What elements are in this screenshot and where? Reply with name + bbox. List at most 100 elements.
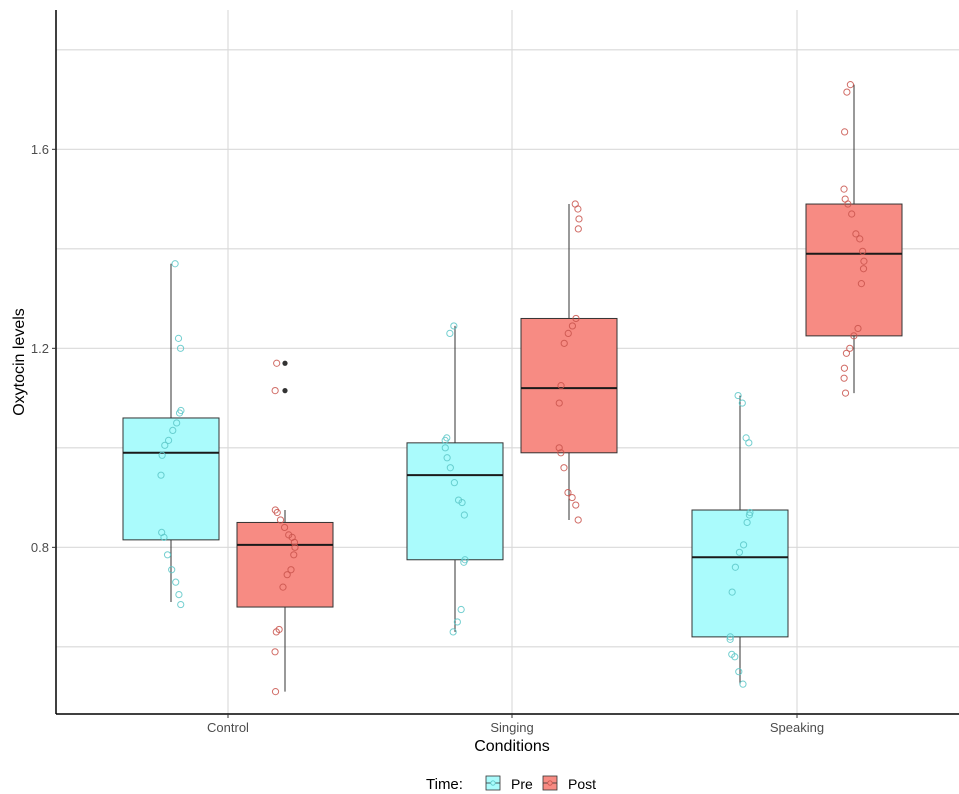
- data-point-pre: [161, 441, 169, 449]
- data-point-pre: [735, 548, 744, 556]
- x-axis-title: Conditions: [474, 738, 550, 755]
- legend-key-pre: [485, 775, 501, 791]
- data-point-post: [860, 257, 868, 265]
- box-post-speaking: [805, 84, 903, 394]
- outlier-point: [282, 360, 288, 366]
- data-point-pre: [450, 322, 458, 330]
- data-point-post: [273, 359, 281, 367]
- box-body: [406, 442, 504, 561]
- data-point-post: [840, 364, 849, 372]
- plot-background: [56, 10, 959, 714]
- data-point-post: [560, 464, 568, 472]
- data-point-post: [560, 339, 568, 347]
- data-point-pre: [739, 680, 747, 688]
- data-point-post: [280, 523, 289, 532]
- legend-title: Time:: [426, 776, 463, 793]
- data-point-post: [842, 349, 851, 357]
- axis-ticks: 0.8 1.2 1.6 Control Singing Speaking: [31, 142, 824, 735]
- data-point-post: [846, 344, 854, 352]
- data-point-pre: [726, 635, 734, 643]
- jitter-points: [157, 81, 868, 696]
- box-pre-singing: [406, 325, 504, 632]
- legend-label-pre: Pre: [511, 776, 533, 792]
- data-point-pre: [743, 518, 751, 527]
- data-point-post: [271, 688, 280, 696]
- data-point-pre: [177, 600, 185, 609]
- data-point-pre: [460, 511, 468, 519]
- data-point-post: [846, 81, 855, 89]
- data-point-post: [840, 185, 848, 193]
- data-point-post: [273, 508, 281, 517]
- data-point-pre: [163, 551, 172, 559]
- data-point-pre: [734, 391, 742, 400]
- data-point-post: [283, 571, 291, 579]
- data-point-pre: [731, 563, 739, 571]
- data-point-pre: [441, 444, 449, 452]
- data-point-pre: [169, 426, 177, 435]
- data-point-post: [840, 374, 848, 382]
- data-point-post: [572, 314, 580, 323]
- outlier-point: [282, 388, 288, 394]
- data-point-post: [572, 501, 580, 509]
- data-point-post: [290, 551, 298, 559]
- data-point-post: [271, 387, 279, 395]
- data-point-post: [574, 225, 582, 233]
- data-point-post: [568, 493, 576, 502]
- data-point-pre: [728, 588, 736, 596]
- data-point-pre: [738, 399, 746, 407]
- data-point-pre: [745, 511, 753, 519]
- data-point-pre: [174, 334, 183, 342]
- data-point-pre: [446, 329, 454, 337]
- data-point-pre: [745, 439, 753, 447]
- y-tick-label: 1.6: [31, 142, 49, 157]
- legend-label-post: Post: [568, 776, 596, 792]
- data-point-pre: [168, 566, 176, 574]
- box-body: [236, 521, 334, 608]
- data-point-pre: [446, 464, 454, 472]
- box-layer: [122, 84, 903, 692]
- data-point-post: [841, 389, 850, 397]
- data-point-post: [557, 449, 565, 457]
- data-point-post: [555, 399, 563, 407]
- box-pre-speaking: [691, 395, 789, 685]
- data-point-pre: [457, 605, 465, 614]
- data-point-post: [564, 329, 572, 337]
- data-point-post: [574, 516, 582, 524]
- data-point-pre: [160, 533, 168, 541]
- data-point-post: [859, 265, 868, 273]
- data-point-pre: [731, 653, 739, 661]
- x-tick-label: Singing: [490, 720, 533, 735]
- data-point-pre: [173, 419, 181, 427]
- box-post-control: [236, 360, 334, 692]
- grid-lines: [56, 10, 959, 714]
- data-point-post: [568, 322, 577, 330]
- data-point-post: [276, 516, 285, 524]
- data-point-post: [287, 566, 295, 574]
- data-point-post: [271, 648, 279, 656]
- data-point-pre: [443, 454, 451, 462]
- data-point-post: [290, 538, 299, 546]
- data-point-pre: [726, 633, 734, 641]
- x-tick-label: Speaking: [770, 720, 824, 735]
- data-point-pre: [175, 409, 184, 417]
- data-point-post: [850, 332, 858, 340]
- data-point-pre: [158, 451, 166, 459]
- data-point-post: [557, 382, 565, 390]
- data-point-post: [564, 489, 572, 497]
- data-point-post: [841, 128, 849, 136]
- legend-pre-point: [490, 780, 496, 786]
- data-point-post: [844, 200, 852, 208]
- data-point-post: [843, 88, 851, 96]
- data-point-post: [291, 543, 299, 551]
- box-body: [805, 203, 903, 337]
- box-post-singing: [520, 204, 618, 520]
- box-body: [520, 317, 618, 454]
- data-point-pre: [449, 628, 457, 636]
- data-point-post: [574, 205, 582, 213]
- data-point-post: [848, 210, 856, 218]
- data-point-pre: [450, 479, 458, 487]
- data-point-pre: [157, 471, 165, 479]
- data-point-post: [555, 444, 563, 452]
- data-point-post: [859, 247, 867, 255]
